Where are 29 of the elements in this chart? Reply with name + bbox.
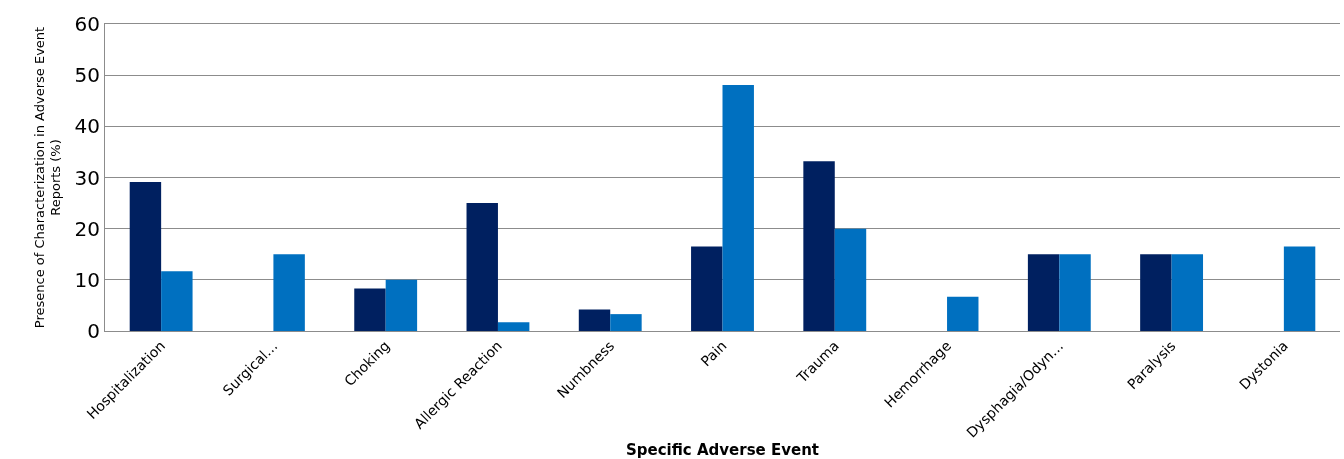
bar <box>1283 246 1316 331</box>
bar <box>354 288 386 331</box>
x-axis-title: Specific Adverse Event <box>625 440 820 459</box>
bar <box>722 84 754 331</box>
bar <box>497 322 530 331</box>
bar <box>803 161 835 331</box>
y-tick-label: 10 <box>74 267 100 292</box>
bar <box>610 314 642 331</box>
bar <box>129 182 162 331</box>
bar <box>834 228 867 331</box>
y-tick-label: 0 <box>87 319 100 343</box>
bar <box>1171 254 1204 331</box>
bar <box>1027 254 1060 331</box>
bar <box>691 246 723 331</box>
bar <box>1140 254 1172 331</box>
y-tick-label: 40 <box>74 114 100 139</box>
bar <box>947 296 979 331</box>
y-tick-label: 50 <box>74 63 100 88</box>
bar <box>161 271 193 331</box>
bar <box>273 254 305 331</box>
y-tick-label: 60 <box>74 12 100 36</box>
y-axis-title: Presence of Characterization in Adverse Event Reports (%) <box>31 26 64 329</box>
y-tick-label: 20 <box>74 216 100 241</box>
bar <box>385 279 418 331</box>
bar <box>1059 254 1091 331</box>
y-tick-label: 30 <box>74 165 100 190</box>
bar <box>466 203 498 331</box>
x-tick-label: Pain <box>697 337 730 370</box>
bar <box>578 309 611 331</box>
